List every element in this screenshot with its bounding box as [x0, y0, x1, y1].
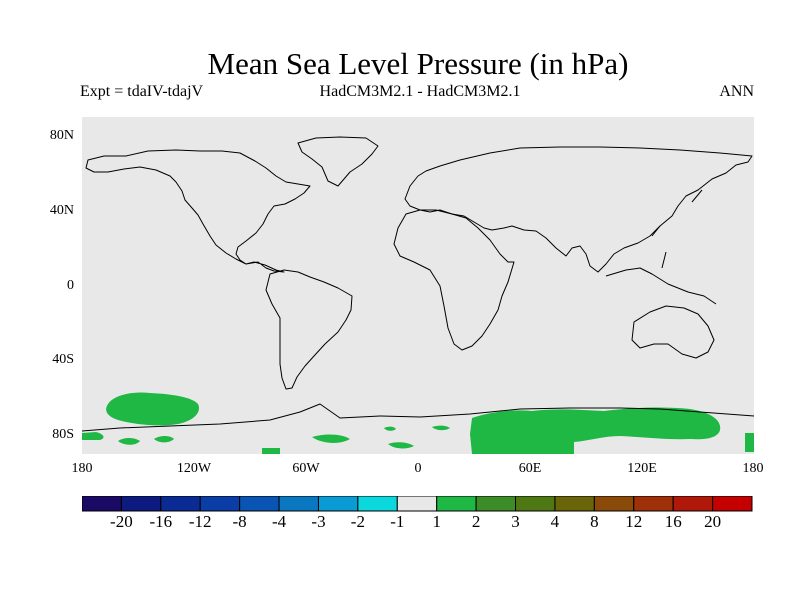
colorbar-label: 16 [664, 512, 682, 531]
colorbar-label: -20 [110, 512, 133, 531]
colorbar-label: -12 [188, 512, 212, 531]
model-label: HadCM3M2.1 - HadCM3M2.1 [319, 83, 521, 100]
colorbar-label: 20 [704, 512, 722, 531]
colorbar-label: -2 [350, 512, 365, 531]
lon-label-60w: 60W [292, 461, 320, 476]
colorbar-box [239, 496, 280, 512]
anomaly-weddell [312, 434, 350, 443]
colorbar-label: -16 [149, 512, 173, 531]
coast-greenland [297, 136, 379, 187]
colorbar-box [436, 496, 477, 512]
map-title: Mean Sea Level Pressure (in hPa) [207, 46, 629, 81]
coast-antarctica [82, 403, 754, 432]
colorbar-box [712, 496, 753, 512]
coast-islands-asia [605, 189, 717, 305]
colorbar-box [475, 496, 517, 512]
colorbar-label: -4 [272, 512, 287, 531]
colorbar-label: 8 [590, 512, 599, 531]
coast-africa [393, 209, 515, 351]
colorbar-box [120, 496, 162, 512]
experiment-label: Expt = tdaIV-tdajV [80, 83, 204, 100]
colorbar-box [515, 496, 556, 512]
lat-label-80n: 80N [49, 128, 74, 143]
ocean-background [82, 117, 754, 454]
colorbar-box [199, 496, 241, 512]
colorbar-label: 1 [432, 512, 441, 531]
anomaly-ross [118, 438, 140, 445]
coast-south-america [265, 269, 353, 390]
lat-label-40n: 40N [49, 203, 74, 218]
lat-label-40s: 40S [52, 352, 74, 367]
anomaly-east-edge [745, 433, 754, 452]
coast-australia [631, 305, 715, 359]
colorbar-label: 4 [550, 512, 560, 531]
colorbar-label: 12 [625, 512, 643, 531]
anomaly-south-pacific [106, 392, 200, 426]
anomaly-ross-b [154, 436, 174, 443]
lon-label-120e: 120E [627, 461, 657, 476]
lon-label-60e: 60E [518, 461, 542, 476]
colorbar-box [317, 496, 359, 512]
anomaly-bits-a [384, 426, 396, 431]
coast-eurasia [404, 146, 753, 273]
colorbar-box [82, 496, 122, 512]
colorbar-label: 3 [511, 512, 520, 531]
colorbar-box [396, 496, 438, 512]
colorbar-label: -3 [311, 512, 326, 531]
anomaly-antarctic-east [470, 407, 721, 454]
lon-label-0: 0 [414, 461, 422, 476]
lon-label-180e: 180 [742, 461, 764, 476]
colorbar-label: -1 [390, 512, 405, 531]
colorbar-box [593, 496, 635, 512]
colorbar-box [672, 496, 714, 512]
lat-label-eq: 0 [67, 278, 74, 293]
colorbar [82, 496, 753, 512]
anomaly-bits-b [432, 425, 450, 431]
season-label: ANN [719, 83, 754, 100]
anomaly-bits-d [388, 442, 414, 449]
coast-north-america [85, 149, 311, 273]
anomaly-antarctic-pacific [82, 432, 104, 440]
colorbar-box [357, 496, 398, 512]
coastlines [82, 136, 754, 432]
world-map [82, 117, 754, 454]
lat-label-80s: 80S [52, 427, 74, 442]
colorbar-label: 2 [471, 512, 481, 531]
colorbar-box [278, 496, 319, 512]
colorbar-box [633, 496, 674, 512]
lon-label-120w: 120W [176, 461, 212, 476]
positive-anomaly-regions [82, 392, 754, 454]
colorbar-label: -8 [232, 512, 247, 531]
anomaly-bits-c [262, 448, 280, 454]
colorbar-boxes [82, 496, 753, 512]
lon-label-180w: 180 [71, 461, 93, 476]
colorbar-box [554, 496, 595, 512]
colorbar-box [160, 496, 201, 512]
